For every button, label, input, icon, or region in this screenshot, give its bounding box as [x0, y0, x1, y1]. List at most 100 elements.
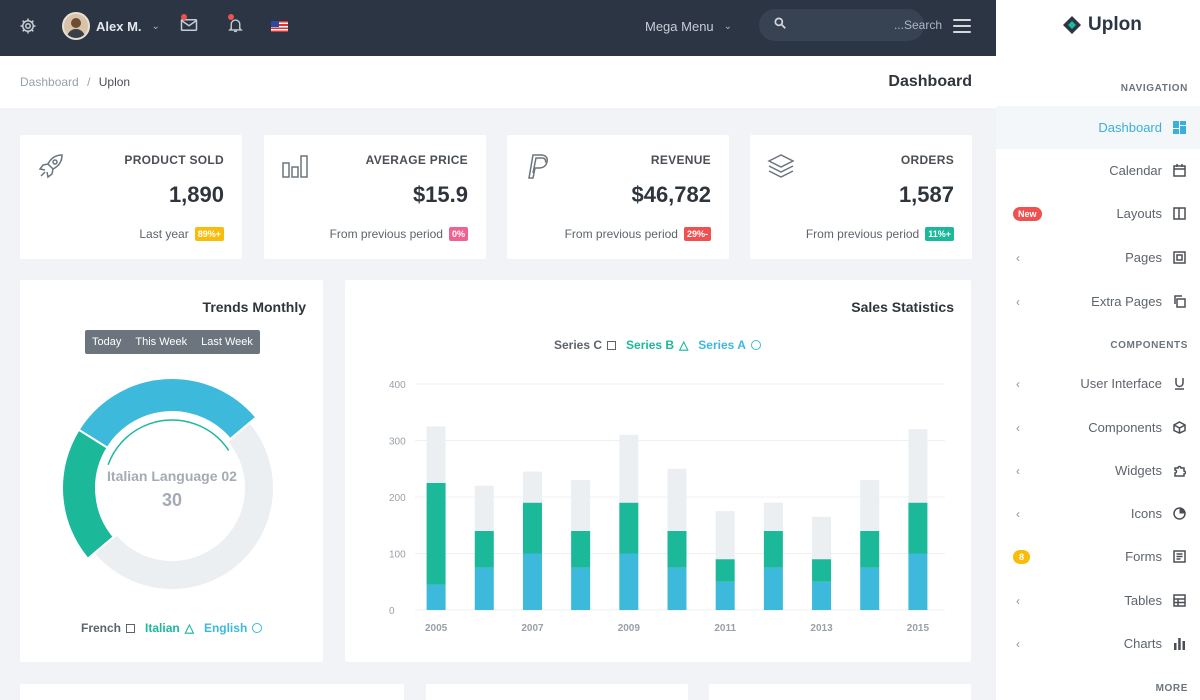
legend-item-series-a[interactable]: Series A: [698, 338, 761, 352]
dashboard-icon: [1172, 121, 1186, 135]
sidebar-item-widgets[interactable]: ‹ Widgets: [996, 449, 1200, 492]
bar-series-b-2011[interactable]: [715, 559, 735, 582]
us-flag-icon[interactable]: [271, 21, 288, 32]
sidebar-item-layouts[interactable]: New Layouts: [996, 192, 1200, 235]
search-icon[interactable]: [773, 16, 787, 35]
bar-series-a-2010[interactable]: [667, 567, 687, 610]
donut-slice-french[interactable]: [92, 421, 275, 591]
sidebar-item-label: Layouts: [1116, 206, 1162, 221]
bar-series-b-2005[interactable]: [426, 482, 446, 585]
bell-icon[interactable]: [226, 16, 244, 34]
bar-series-a-2013[interactable]: [812, 581, 832, 610]
bar-series-b-2012[interactable]: [763, 530, 783, 568]
bar-series-a-2007[interactable]: [522, 553, 542, 611]
search-input[interactable]: [787, 18, 942, 32]
legend-item-italian[interactable]: Italian △: [145, 621, 194, 635]
legend-item-english[interactable]: English: [204, 621, 263, 635]
bar-series-b-2008[interactable]: [571, 530, 591, 568]
legend-label: Series B: [626, 338, 675, 352]
bar-series-c-2006[interactable]: [474, 485, 494, 531]
bar-series-c-2011[interactable]: [715, 511, 735, 560]
triangle-icon: △: [184, 621, 194, 635]
donut-slice-italian[interactable]: [77, 377, 258, 450]
bar-series-b-2006[interactable]: [474, 530, 494, 568]
user-name: Alex M.: [96, 18, 142, 34]
sidebar-item-components[interactable]: ‹ Components: [996, 406, 1200, 449]
bar-series-c-2014[interactable]: [860, 480, 880, 531]
mail-notification-dot: [181, 14, 187, 20]
gear-icon[interactable]: [19, 17, 37, 35]
bar-series-b-2015[interactable]: [908, 502, 928, 554]
bar-series-a-2012[interactable]: [763, 567, 783, 610]
sidebar-item-label: Forms: [1125, 549, 1162, 564]
stat-footer-text: From previous period: [564, 227, 678, 241]
sidebar-item-label: Calendar: [1109, 163, 1162, 178]
bar-chart-icon: [280, 151, 310, 181]
bar-series-b-2014[interactable]: [860, 530, 880, 568]
sidebar-item-forms[interactable]: 8 Forms: [996, 535, 1200, 578]
y-tick-label: 0: [389, 606, 395, 617]
new-badge: New: [1013, 206, 1042, 221]
bottom-card-3: [709, 684, 971, 700]
legend-item-series-c[interactable]: Series C: [554, 338, 617, 352]
y-tick-label: 300: [389, 437, 406, 448]
bar-series-c-2010[interactable]: [667, 468, 687, 531]
donut-chart: [61, 377, 275, 591]
bar-chart-icon: [1172, 637, 1186, 651]
search-box: [759, 9, 942, 41]
menu-toggle-icon[interactable]: [953, 19, 971, 33]
sidebar-item-charts[interactable]: ‹ Charts: [996, 622, 1200, 665]
bar-series-b-2013[interactable]: [812, 559, 832, 582]
sidebar-item-pages[interactable]: ‹ Pages: [996, 236, 1200, 279]
bar-series-a-2008[interactable]: [571, 567, 591, 610]
tab-last-week[interactable]: Last Week: [201, 336, 253, 348]
bar-series-c-2013[interactable]: [812, 516, 832, 560]
bar-series-c-2012[interactable]: [763, 502, 783, 531]
breadcrumb-root[interactable]: Dashboard: [20, 75, 79, 89]
bar-series-c-2008[interactable]: [571, 480, 591, 531]
stat-card-revenue: REVENUE $46,782 From previous period 29%…: [507, 135, 729, 259]
brand-logo[interactable]: Uplon: [1062, 14, 1142, 36]
sidebar-item-user-interface[interactable]: ‹ User Interface: [996, 362, 1200, 405]
bar-series-b-2007[interactable]: [522, 502, 542, 554]
y-tick-label: 200: [389, 493, 406, 504]
bar-series-a-2011[interactable]: [715, 581, 735, 610]
chevron-left-icon: ‹: [1016, 250, 1020, 265]
bottom-card-1: [20, 684, 404, 700]
bar-series-c-2015[interactable]: [908, 429, 928, 503]
bar-series-a-2009[interactable]: [619, 553, 639, 611]
trends-monthly-card: Trends Monthly Today This Week Last Week…: [20, 280, 323, 662]
bar-series-c-2007[interactable]: [522, 471, 542, 503]
y-tick-label: 400: [389, 380, 406, 391]
user-menu[interactable]: Alex M. ⌄: [62, 12, 160, 40]
sidebar-item-dashboard[interactable]: Dashboard: [996, 106, 1200, 149]
bar-series-c-2005[interactable]: [426, 426, 446, 483]
bar-series-a-2005[interactable]: [426, 584, 446, 610]
sidebar-item-calendar[interactable]: Calendar: [996, 149, 1200, 192]
x-tick-label: 2013: [810, 623, 833, 634]
bar-series-a-2014[interactable]: [860, 567, 880, 610]
bar-series-c-2009[interactable]: [619, 434, 639, 503]
sidebar-item-icons[interactable]: ‹ Icons: [996, 492, 1200, 535]
chevron-left-icon: ‹: [1016, 294, 1020, 309]
layers-icon: [766, 151, 796, 181]
bar-series-a-2015[interactable]: [908, 553, 928, 611]
form-icon: [1172, 550, 1186, 564]
bar-series-b-2009[interactable]: [619, 502, 639, 554]
mega-menu[interactable]: Mega Menu ⌄: [645, 19, 732, 34]
sidebar-item-extra-pages[interactable]: ‹ Extra Pages: [996, 280, 1200, 323]
legend-item-series-b[interactable]: Series B △: [626, 338, 688, 352]
stat-value: 1,587: [898, 182, 954, 207]
sidebar-item-label: Dashboard: [1098, 120, 1162, 135]
sidebar-item-tables[interactable]: ‹ Tables: [996, 579, 1200, 622]
tab-today[interactable]: Today: [92, 336, 122, 348]
mail-icon[interactable]: [180, 16, 198, 34]
sales-bar-chart: 0 100 200 300 400 2005 2007 2009 2011 2013 2015: [389, 380, 945, 634]
bar-series-b-2010[interactable]: [667, 530, 687, 568]
sidebar-item-label: Charts: [1123, 636, 1162, 651]
sidebar-item-label: Icons: [1130, 506, 1162, 521]
bar-series-a-2006[interactable]: [474, 567, 494, 610]
legend-item-french[interactable]: French: [81, 621, 136, 635]
stat-footer: From previous period 11%+: [806, 227, 954, 241]
tab-this-week[interactable]: This Week: [135, 336, 188, 348]
